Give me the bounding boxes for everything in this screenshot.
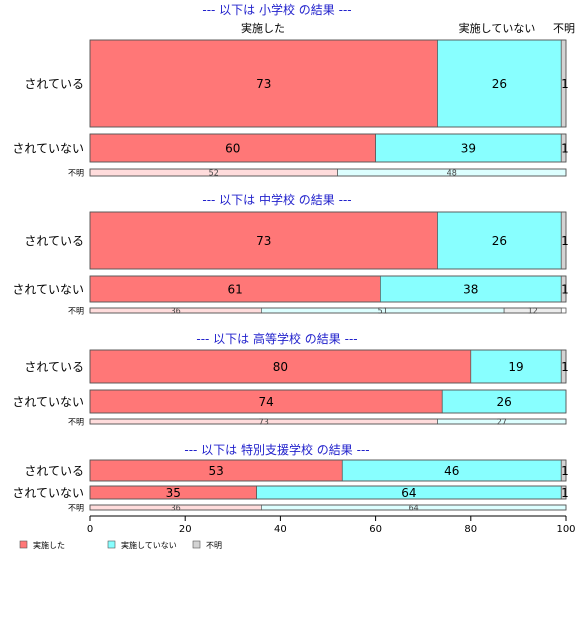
legend-label: 不明: [206, 541, 222, 550]
bar-outline: [89, 211, 567, 270]
column-header-2: 実施していない: [459, 21, 536, 35]
panel-title: --- 以下は 特別支援学校 の結果 ---: [184, 442, 369, 457]
data-label: 53: [208, 464, 223, 478]
panel-title: --- 以下は 高等学校 の結果 ---: [196, 331, 357, 346]
bar-outline: [89, 504, 567, 511]
bar-outline: [89, 418, 567, 425]
data-label: 48: [447, 168, 457, 177]
bar-outline: [89, 133, 567, 163]
data-label: 73: [256, 77, 271, 91]
panel-title: --- 以下は 中学校 の結果 ---: [202, 192, 351, 207]
row-label: されていない: [12, 486, 84, 500]
data-label: 1: [561, 464, 569, 478]
legend-label: 実施していない: [121, 540, 177, 550]
data-label: 51: [378, 306, 388, 315]
x-tick-label: 40: [274, 524, 287, 535]
data-label: 27: [497, 417, 507, 426]
column-header-3: 不明: [553, 22, 575, 35]
row-label: 不明: [68, 417, 84, 426]
data-label: 38: [463, 282, 478, 296]
row-label: 不明: [68, 306, 84, 315]
row-label: されていない: [12, 282, 84, 296]
row-label: されている: [24, 234, 84, 248]
bar-outline: [89, 459, 567, 482]
row-label: されていない: [12, 141, 84, 155]
data-label: 26: [492, 234, 507, 248]
x-tick-label: 80: [464, 524, 477, 535]
data-label: 26: [492, 77, 507, 91]
bar-segment: [470, 349, 562, 384]
bar-segment: [89, 39, 438, 128]
row-label: されている: [24, 464, 84, 478]
bar-outline: [89, 485, 567, 500]
data-label: 19: [508, 360, 523, 374]
x-tick-label: 60: [369, 524, 382, 535]
data-label: 1: [561, 486, 569, 500]
data-label: 1: [561, 77, 569, 91]
row-label: 不明: [68, 168, 84, 177]
row-label: 不明: [68, 503, 84, 512]
bar-outline: [89, 275, 567, 303]
row-label: されていない: [12, 395, 84, 409]
data-label: 26: [496, 395, 511, 409]
legend-swatch: [107, 540, 116, 549]
data-label: 61: [228, 282, 243, 296]
data-label: 64: [401, 486, 416, 500]
data-label: 1: [561, 360, 569, 374]
x-tick-label: 0: [87, 524, 93, 535]
data-label: 1: [561, 282, 569, 296]
data-label: 1: [561, 234, 569, 248]
row-label: されている: [24, 77, 84, 91]
bar-segment: [89, 211, 438, 270]
data-label: 80: [273, 360, 288, 374]
row-label: されている: [24, 360, 84, 374]
x-tick-label: 20: [179, 524, 192, 535]
data-label: 73: [259, 417, 269, 426]
legend-swatch: [19, 540, 28, 549]
panel-title: --- 以下は 小学校 の結果 ---: [202, 2, 351, 17]
data-label: 46: [444, 464, 459, 478]
data-label: 73: [256, 234, 271, 248]
legend-swatch: [192, 540, 201, 549]
bar-outline: [89, 168, 567, 177]
bar-outline: [89, 39, 567, 128]
bar-segment: [89, 275, 381, 303]
data-label: 74: [258, 395, 273, 409]
data-label: 60: [225, 141, 240, 155]
bar-outline: [89, 307, 567, 314]
data-label: 52: [209, 168, 219, 177]
data-label: 64: [409, 503, 419, 512]
x-tick-label: 100: [556, 524, 575, 535]
bar-segment: [89, 133, 376, 163]
data-label: 1: [561, 141, 569, 155]
column-header-1: 実施した: [241, 21, 285, 35]
data-label: 36: [171, 306, 181, 315]
data-label: 39: [461, 141, 476, 155]
bar-segment: [89, 349, 472, 384]
bar-segment: [437, 39, 562, 128]
data-label: 35: [166, 486, 181, 500]
bar-outline: [89, 349, 567, 384]
bar-outline: [89, 389, 567, 414]
legend-label: 実施した: [33, 540, 65, 550]
data-label: 36: [171, 503, 181, 512]
data-label: 12: [528, 306, 538, 315]
